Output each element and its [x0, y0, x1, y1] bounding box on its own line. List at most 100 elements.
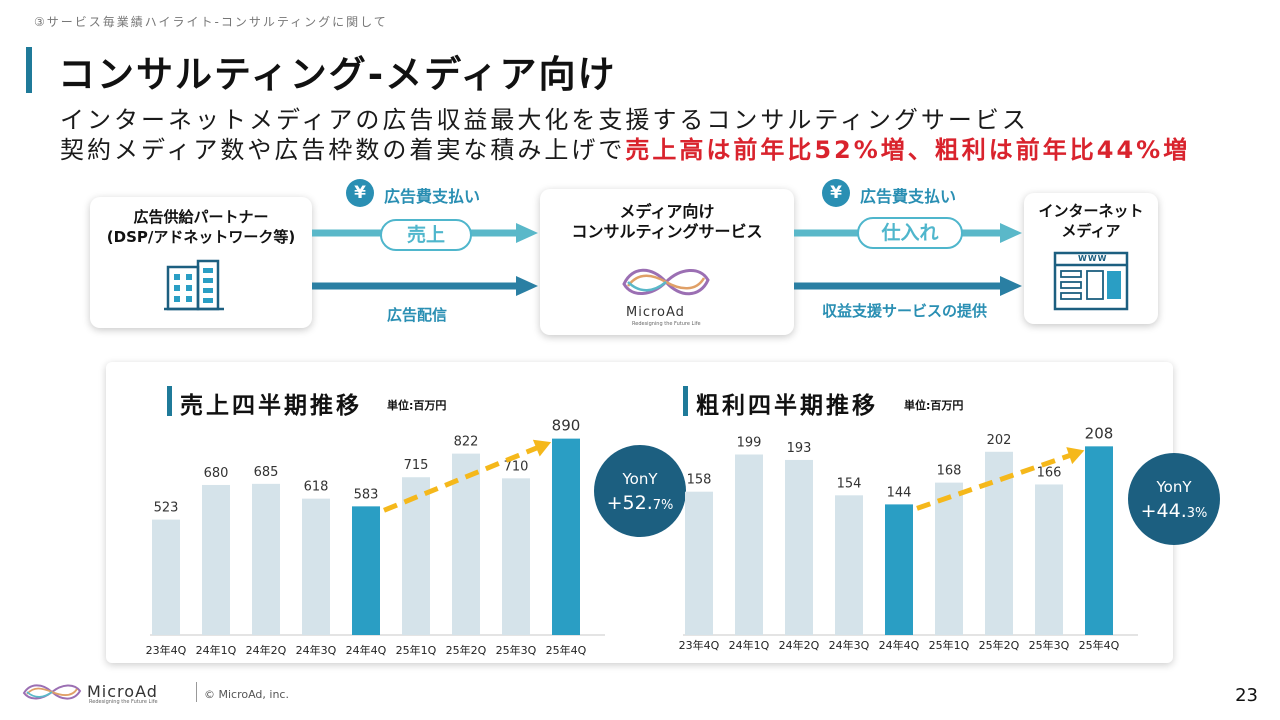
bar-24年2Q — [252, 483, 280, 635]
value-label: 680 — [204, 466, 229, 481]
yony-value-decimal: 3% — [1187, 506, 1208, 521]
building-icon — [164, 259, 224, 311]
microad-logo-icon — [622, 268, 710, 296]
yony-value-main: +44. — [1141, 500, 1187, 522]
category-label: 24年1Q — [196, 643, 237, 657]
yony-badge — [1128, 453, 1220, 545]
ad-supply-partner-line2: (DSP/アドネットワーク等) — [106, 228, 296, 246]
bar-25年3Q — [502, 478, 530, 635]
bar-25年4Q — [552, 438, 580, 635]
gross-profit-chart-title: 粗利四半期推移 — [696, 393, 878, 419]
browser-window-icon — [1053, 251, 1129, 311]
yony-label: YonY — [1155, 478, 1192, 496]
bar-24年1Q — [735, 454, 763, 635]
footer-logo-text: MicroAd — [87, 682, 158, 701]
value-label: 199 — [737, 436, 762, 451]
category-label: 24年3Q — [296, 643, 337, 657]
title-accent-bar — [26, 47, 32, 93]
yony-value: +52.7% — [607, 492, 674, 514]
value-label: 166 — [1037, 465, 1062, 480]
trend-arrowhead — [532, 439, 552, 457]
bar-23年4Q — [152, 519, 180, 635]
bar-24年4Q — [885, 504, 913, 635]
category-label: 25年1Q — [396, 643, 437, 657]
sales-chart-title: 売上四半期推移 — [180, 393, 362, 419]
gross-profit-chart-unit: 単位:百万円 — [904, 399, 964, 412]
gross-profit-chart-title-bar — [683, 386, 688, 416]
value-label: 202 — [987, 433, 1012, 448]
bar-24年3Q — [835, 495, 863, 635]
internet-media-line1: インターネット — [1038, 202, 1144, 220]
value-label: 710 — [504, 459, 529, 474]
purchase-pill: 仕入れ — [857, 217, 963, 249]
lead-line-2-highlight: 売上高は前年比52%増、粗利は前年比44%増 — [625, 136, 1191, 164]
category-label: 25年3Q — [496, 643, 537, 657]
footer-logo-icon — [22, 684, 82, 700]
ad-supply-partner-line1: 広告供給パートナー — [133, 208, 269, 226]
value-label: 523 — [154, 501, 179, 516]
value-label: 208 — [1085, 424, 1114, 442]
media-consulting-line1: メディア向け — [619, 202, 715, 221]
value-label: 890 — [552, 417, 581, 435]
bar-25年3Q — [1035, 484, 1063, 635]
bar-25年2Q — [452, 453, 480, 635]
value-label: 618 — [304, 480, 329, 495]
ad-supply-partner-label: 広告供給パートナー (DSP/アドネットワーク等) — [90, 207, 312, 247]
section-label: ③サービス毎業績ハイライト-コンサルティングに関して — [34, 15, 388, 29]
lead-line-2-plain: 契約メディア数や広告枠数の着実な積み上げで — [60, 136, 626, 164]
internet-media-box: インターネット メディア WWW — [1024, 193, 1158, 324]
www-label: WWW — [1078, 254, 1108, 263]
ad-supply-partner-box: 広告供給パートナー (DSP/アドネットワーク等) — [90, 197, 312, 328]
media-consulting-line2: コンサルティングサービス — [571, 222, 763, 241]
sales-chart-unit: 単位:百万円 — [387, 399, 447, 412]
bar-23年4Q — [685, 491, 713, 635]
value-label: 158 — [687, 473, 712, 488]
value-label: 822 — [454, 435, 479, 450]
microad-logo-text: MicroAd — [626, 305, 685, 320]
media-consulting-label: メディア向け コンサルティングサービス — [540, 202, 794, 242]
page-number: 23 — [1235, 685, 1258, 706]
lead-line-1: インターネットメディアの広告収益最大化を支援するコンサルティングサービス — [60, 106, 1029, 134]
internet-media-line2: メディア — [1061, 222, 1121, 240]
right-top-arrowhead — [1000, 223, 1022, 243]
category-label: 24年4Q — [879, 638, 920, 652]
category-label: 24年1Q — [729, 638, 770, 652]
yen-icon: ¥ — [346, 179, 374, 207]
category-label: 23年4Q — [679, 638, 720, 652]
lead-line-2: 契約メディア数や広告枠数の着実な積み上げで売上高は前年比52%増、粗利は前年比4… — [60, 130, 1190, 165]
value-label: 144 — [887, 485, 912, 500]
trend-arrow — [383, 444, 541, 513]
value-label: 583 — [354, 487, 379, 502]
category-label: 25年3Q — [1029, 638, 1070, 652]
trend-arrow — [916, 451, 1074, 511]
left-top-arrowhead — [516, 223, 538, 243]
left-payment-label: 広告費支払い — [384, 187, 481, 206]
sales-pill: 売上 — [380, 219, 472, 251]
right-payment-label: 広告費支払い — [860, 187, 957, 206]
category-label: 25年2Q — [979, 638, 1020, 652]
category-label: 25年2Q — [446, 643, 487, 657]
revenue-support-caption: 収益支援サービスの提供 — [822, 302, 988, 320]
category-label: 25年4Q — [1079, 638, 1120, 652]
value-label: 154 — [837, 476, 862, 491]
value-label: 168 — [937, 464, 962, 479]
trend-arrowhead — [1066, 447, 1085, 465]
category-label: 25年4Q — [546, 643, 587, 657]
yony-badge — [594, 445, 686, 537]
bar-25年1Q — [935, 482, 963, 635]
yony-value-main: +52. — [607, 492, 653, 514]
yony-label: YonY — [621, 470, 658, 488]
bar-25年4Q — [1085, 446, 1113, 635]
bar-24年1Q — [202, 484, 230, 635]
yen-icon: ¥ — [822, 179, 850, 207]
bar-24年2Q — [785, 459, 813, 635]
value-label: 685 — [254, 465, 279, 480]
yony-value-decimal: 7% — [653, 498, 674, 513]
copyright: © MicroAd, inc. — [204, 688, 289, 701]
category-label: 24年4Q — [346, 643, 387, 657]
value-label: 715 — [404, 458, 429, 473]
media-consulting-service-box: メディア向け コンサルティングサービス — [540, 189, 794, 335]
bar-24年4Q — [352, 506, 380, 635]
ad-delivery-caption: 広告配信 — [387, 306, 448, 324]
